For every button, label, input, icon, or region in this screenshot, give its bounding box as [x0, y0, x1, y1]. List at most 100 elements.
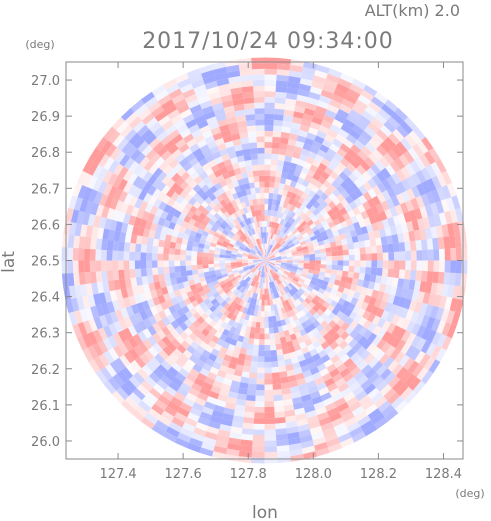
radar-cell	[264, 136, 273, 143]
radar-cell	[137, 140, 149, 153]
radar-cell	[349, 229, 358, 238]
radar-cell	[287, 260, 293, 263]
radar-cell	[296, 324, 304, 332]
radar-cell	[271, 204, 276, 211]
radar-cell	[114, 357, 126, 371]
radar-cell	[436, 173, 447, 188]
radar-cell	[362, 201, 371, 211]
radar-cell	[128, 295, 137, 306]
radar-cell	[252, 241, 256, 247]
radar-cell	[349, 381, 361, 392]
radar-cell	[258, 244, 261, 251]
radar-cell	[184, 336, 194, 346]
radar-cell	[257, 361, 265, 368]
radar-cell	[208, 159, 218, 168]
radar-cell	[305, 304, 313, 312]
radar-cell	[112, 240, 120, 251]
radar-cell	[233, 104, 245, 112]
radar-cell	[234, 328, 241, 336]
radar-cell	[349, 83, 364, 95]
radar-cell	[322, 301, 331, 309]
radar-cell	[217, 394, 228, 403]
radar-cell	[158, 310, 167, 320]
radar-cell	[141, 276, 149, 285]
radar-cell	[289, 127, 300, 136]
radar-cell	[241, 260, 248, 262]
radar-cell	[441, 185, 452, 199]
radar-cell	[396, 193, 406, 205]
radar-cell	[191, 432, 205, 442]
radar-cell	[314, 69, 328, 79]
radar-cell	[141, 144, 153, 157]
radar-cell	[123, 351, 135, 364]
radar-cell	[264, 395, 274, 402]
radar-cell	[139, 218, 147, 229]
radar-cell	[267, 305, 272, 312]
radar-cell	[256, 130, 265, 137]
radar-cell	[363, 191, 372, 202]
radar-cell	[267, 232, 270, 239]
radar-cell	[280, 137, 289, 145]
radar-cell	[73, 310, 83, 324]
radar-cell	[269, 254, 275, 258]
radar-cell	[312, 340, 321, 349]
radar-cell	[288, 133, 299, 141]
radar-cell	[241, 143, 250, 150]
radar-cell	[137, 226, 145, 237]
radar-cell	[288, 437, 301, 445]
radar-cell	[112, 250, 119, 261]
radar-cell	[277, 154, 286, 161]
radar-cell	[324, 316, 333, 325]
radar-cell	[146, 252, 152, 261]
radar-cell	[277, 217, 282, 224]
radar-cell	[288, 443, 302, 451]
radar-cell	[260, 316, 265, 323]
radar-cell	[285, 92, 298, 101]
radar-cell	[135, 243, 142, 253]
radar-cell	[312, 208, 320, 216]
radar-cell	[238, 269, 245, 273]
radar-cell	[217, 118, 228, 127]
radar-cell	[219, 423, 232, 432]
radar-cell	[298, 383, 308, 392]
radar-cell	[289, 271, 296, 276]
radar-cell	[259, 260, 265, 262]
radar-cell	[249, 148, 258, 155]
radar-cell	[395, 141, 408, 155]
radar-cell	[88, 359, 101, 374]
radar-cell	[186, 270, 193, 276]
radar-cell	[294, 319, 302, 327]
radar-cell	[253, 256, 260, 259]
radar-cell	[353, 332, 363, 343]
radar-cell	[364, 353, 375, 365]
radar-cell	[213, 301, 221, 309]
radar-cell	[284, 293, 290, 300]
radar-cell	[368, 281, 376, 290]
radar-cell	[380, 310, 390, 321]
radar-cell	[271, 199, 277, 206]
radar-cell	[309, 164, 319, 173]
radar-cell	[304, 137, 315, 146]
radar-cell	[333, 279, 341, 286]
radar-cell	[264, 260, 270, 264]
radar-cell	[264, 257, 270, 261]
radar-cell	[281, 281, 287, 288]
radar-cell	[67, 247, 74, 261]
radar-cell	[148, 163, 159, 175]
radar-cell	[264, 258, 270, 261]
radar-cell	[201, 219, 209, 227]
radar-cell	[106, 301, 115, 314]
radar-cell	[242, 233, 248, 240]
radar-cell	[137, 368, 149, 381]
radar-cell	[206, 426, 220, 435]
radar-cell	[263, 260, 265, 266]
radar-cell	[294, 292, 301, 299]
radar-cell	[269, 263, 274, 268]
radar-cell	[118, 166, 129, 179]
radar-cell	[264, 356, 272, 362]
radar-cell	[150, 289, 158, 299]
radar-cell	[257, 310, 262, 317]
radar-cell	[270, 269, 274, 276]
radar-cell	[288, 282, 295, 289]
radar-cell	[242, 148, 251, 156]
